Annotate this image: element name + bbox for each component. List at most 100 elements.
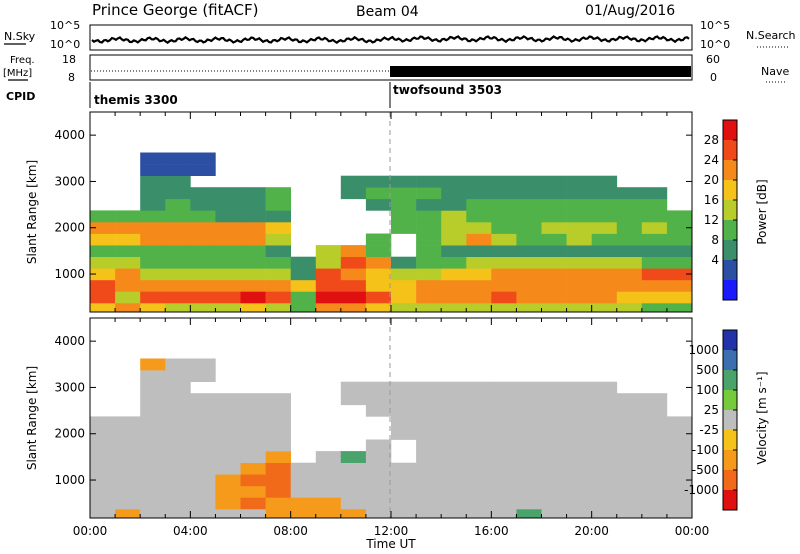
power-cell bbox=[140, 187, 166, 200]
cpid-segment-1: themis 3300 bbox=[94, 93, 178, 107]
velocity-cell bbox=[566, 474, 592, 487]
velocity-cell bbox=[566, 509, 592, 519]
velocity-cell bbox=[566, 416, 592, 429]
velocity-cell bbox=[616, 393, 643, 406]
power-cell bbox=[491, 210, 517, 223]
power-colorbar-tick-label: 4 bbox=[711, 253, 719, 267]
power-cell bbox=[466, 279, 492, 292]
power-cell bbox=[466, 245, 492, 257]
velocity-cell bbox=[416, 393, 442, 406]
power-ytick-label: 2000 bbox=[54, 221, 85, 235]
velocity-cell bbox=[541, 404, 567, 417]
velocity-cell bbox=[165, 497, 191, 510]
velocity-cell bbox=[491, 509, 517, 519]
velocity-cell bbox=[165, 381, 191, 394]
power-cell bbox=[591, 268, 618, 281]
velocity-cell bbox=[215, 497, 241, 510]
velocity-cell bbox=[491, 416, 517, 429]
power-cell bbox=[641, 245, 668, 257]
velocity-cell bbox=[491, 474, 517, 487]
power-cell bbox=[340, 256, 367, 269]
velocity-cell bbox=[365, 439, 392, 452]
velocity-cell bbox=[240, 485, 266, 498]
power-cell bbox=[516, 210, 542, 223]
velocity-cell bbox=[416, 428, 442, 440]
power-cell bbox=[641, 210, 668, 223]
velocity-cell bbox=[215, 462, 241, 475]
power-cell bbox=[190, 222, 216, 234]
velocity-cell bbox=[265, 462, 291, 475]
velocity-cell bbox=[616, 404, 643, 417]
velocity-cell bbox=[391, 428, 417, 440]
power-cell bbox=[165, 175, 191, 188]
velocity-cell bbox=[416, 474, 442, 487]
velocity-cell bbox=[90, 474, 116, 487]
power-cell bbox=[516, 279, 542, 292]
velocity-cell bbox=[616, 416, 643, 429]
velocity-cell bbox=[215, 404, 241, 417]
velocity-cell bbox=[491, 439, 517, 452]
velocity-cell bbox=[416, 381, 442, 394]
velocity-cell bbox=[666, 509, 693, 519]
power-cell bbox=[391, 279, 417, 292]
power-cell bbox=[466, 210, 492, 223]
power-cell bbox=[566, 233, 592, 246]
power-cell bbox=[516, 175, 542, 188]
velocity-cell bbox=[616, 428, 643, 440]
power-cell bbox=[616, 303, 643, 313]
velocity-cell bbox=[140, 358, 166, 371]
velocity-cell bbox=[265, 509, 291, 519]
power-cell bbox=[290, 303, 317, 313]
power-cell bbox=[566, 198, 592, 211]
power-cell bbox=[616, 187, 643, 200]
power-cell bbox=[416, 233, 442, 246]
power-cell bbox=[365, 303, 392, 313]
date-label: 01/Aug/2016 bbox=[585, 3, 675, 19]
velocity-cell bbox=[315, 474, 342, 487]
velocity-cell bbox=[165, 439, 191, 452]
power-colorbar-tick-label: 28 bbox=[704, 133, 719, 147]
velocity-cell bbox=[190, 509, 216, 519]
power-colorbar-swatch bbox=[723, 220, 737, 241]
velocity-cell bbox=[441, 439, 467, 452]
velocity-cell bbox=[115, 451, 141, 463]
power-colorbar-tick-label: 20 bbox=[704, 173, 719, 187]
velocity-cell bbox=[165, 462, 191, 475]
power-cell bbox=[190, 233, 216, 246]
velocity-cell bbox=[165, 370, 191, 382]
velocity-colorbar-tick-label: 25 bbox=[704, 403, 719, 417]
velocity-cell bbox=[516, 497, 542, 510]
velocity-cell bbox=[591, 474, 618, 487]
power-cell bbox=[441, 268, 467, 281]
velocity-cell bbox=[541, 416, 567, 429]
power-cell bbox=[616, 291, 643, 304]
power-cell bbox=[441, 210, 467, 223]
power-cell bbox=[90, 245, 116, 257]
velocity-cell bbox=[591, 381, 618, 394]
power-cell bbox=[466, 268, 492, 281]
power-cell bbox=[666, 303, 693, 313]
velocity-cell bbox=[190, 404, 216, 417]
power-cell bbox=[190, 279, 216, 292]
power-cell bbox=[641, 256, 668, 269]
velocity-cell bbox=[215, 509, 241, 519]
power-cell bbox=[140, 256, 166, 269]
nsky-trace bbox=[91, 35, 690, 45]
power-cell bbox=[416, 268, 442, 281]
velocity-cell bbox=[641, 485, 668, 498]
velocity-cell bbox=[240, 404, 266, 417]
power-cell bbox=[566, 187, 592, 200]
nsearch-tick-top: 10^5 bbox=[700, 19, 730, 32]
velocity-cell bbox=[516, 416, 542, 429]
x-tick-labels: 00:00 04:00 08:00 12:00 16:00 20:00 00:00 bbox=[73, 524, 710, 538]
nsky-strip bbox=[89, 24, 693, 51]
power-cell bbox=[441, 187, 467, 200]
velocity-cell bbox=[190, 416, 216, 429]
velocity-cell bbox=[391, 416, 417, 429]
power-cell bbox=[466, 198, 492, 211]
power-cell bbox=[516, 233, 542, 246]
velocity-cell bbox=[340, 381, 367, 394]
velocity-cell bbox=[466, 474, 492, 487]
power-cell bbox=[340, 268, 367, 281]
velocity-cell bbox=[140, 451, 166, 463]
